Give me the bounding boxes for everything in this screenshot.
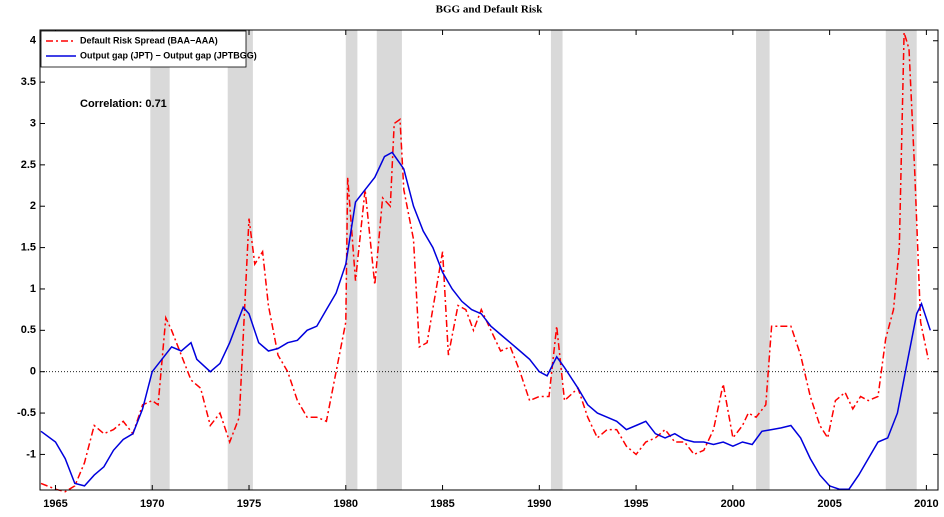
y-tick-label: 1.5	[21, 241, 36, 253]
recession-band	[550, 30, 563, 490]
plot-frame	[39, 29, 939, 491]
legend: Default Risk Spread (BAA−AAA) Output gap …	[40, 30, 257, 68]
y-tick-label: 2	[30, 200, 36, 212]
y-tick-label: 0	[30, 366, 36, 378]
x-tick-label: 1965	[43, 498, 67, 510]
y-tick-label: 4	[30, 35, 37, 47]
legend-label: Output gap (JPT) − Output gap (JPTBGG)	[80, 50, 257, 60]
y-tick-label: 3.5	[21, 76, 36, 88]
x-tick-label: 2000	[721, 498, 745, 510]
y-tick-label: -1	[26, 448, 36, 460]
annotation: Correlation: 0.71	[80, 98, 167, 110]
y-tick-label: 1	[30, 283, 36, 295]
recession-band	[885, 30, 917, 490]
legend-box	[40, 30, 247, 68]
recession-band	[345, 30, 358, 490]
x-tick-label: 1990	[527, 498, 551, 510]
series-line	[40, 151, 932, 490]
x-tick-label: 1995	[624, 498, 648, 510]
y-tick-label: 0.5	[21, 324, 36, 336]
y-tick-label: -0.5	[17, 407, 36, 419]
recession-band	[227, 30, 253, 490]
recession-band	[150, 30, 170, 490]
x-tick-label: 1980	[334, 498, 358, 510]
recession-band	[756, 30, 770, 490]
x-tick-label: 2010	[914, 498, 938, 510]
legend-label: Default Risk Spread (BAA−AAA)	[80, 35, 218, 45]
series-line	[40, 32, 930, 493]
x-tick-label: 1975	[237, 498, 261, 510]
y-tick-label: 2.5	[21, 159, 36, 171]
chart-title: BGG and Default Risk	[436, 4, 544, 16]
x-tick-label: 2005	[817, 498, 841, 510]
x-tick-label: 1970	[140, 498, 164, 510]
x-tick-label: 1985	[430, 498, 454, 510]
y-tick-label: 3	[30, 117, 36, 129]
recession-band	[376, 30, 402, 490]
